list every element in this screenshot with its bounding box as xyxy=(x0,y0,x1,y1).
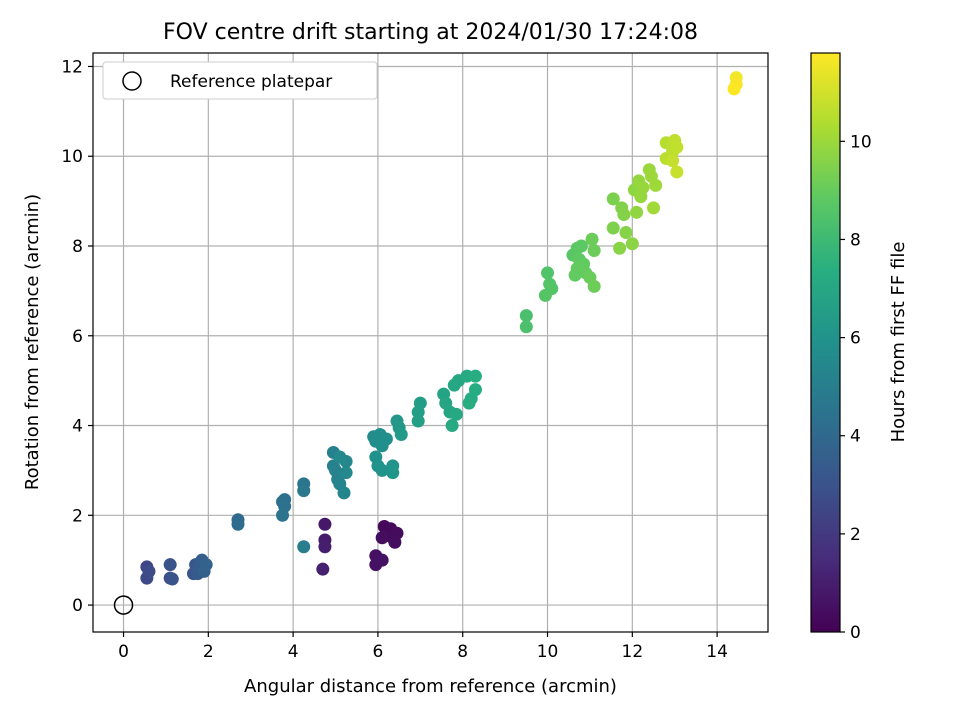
y-axis-ticks: 0 2 4 6 8 10 12 xyxy=(61,57,93,616)
data-point xyxy=(142,564,156,578)
data-point xyxy=(165,572,179,586)
data-point xyxy=(333,450,347,464)
grid xyxy=(93,53,768,632)
legend-marker-icon xyxy=(122,71,142,91)
data-points xyxy=(140,71,743,586)
x-axis-label: Angular distance from reference (arcmin) xyxy=(244,676,617,697)
data-point xyxy=(297,484,311,498)
data-point xyxy=(613,241,627,255)
data-point xyxy=(316,562,330,576)
x-tick-label: 6 xyxy=(373,642,384,662)
x-tick-label: 10 xyxy=(537,642,559,662)
data-point xyxy=(337,486,351,500)
data-point xyxy=(630,205,644,219)
data-point xyxy=(585,232,599,246)
x-tick-label: 0 xyxy=(118,642,129,662)
y-tick-label: 12 xyxy=(61,57,83,77)
colorbar: 0 2 4 6 8 10 Hours from first FF file xyxy=(810,52,909,643)
data-point xyxy=(318,540,332,554)
data-point xyxy=(519,309,533,323)
x-tick-label: 2 xyxy=(203,642,214,662)
legend-box xyxy=(102,61,378,100)
colorbar-tick-label: 2 xyxy=(850,525,861,545)
data-point xyxy=(727,82,741,96)
y-tick-label: 4 xyxy=(72,417,83,437)
data-point xyxy=(163,558,177,572)
colorbar-tick-label: 10 xyxy=(850,132,872,152)
data-point xyxy=(625,237,639,251)
plot-frame xyxy=(92,52,769,633)
colorbar-tick-label: 0 xyxy=(850,623,861,643)
data-point xyxy=(462,396,476,410)
data-point xyxy=(379,432,393,446)
y-tick-label: 2 xyxy=(72,506,83,526)
data-point xyxy=(468,383,482,397)
legend: Reference platepar xyxy=(102,61,378,100)
colorbar-tick-label: 8 xyxy=(850,230,861,250)
data-point xyxy=(375,531,389,545)
y-tick-label: 6 xyxy=(72,327,83,347)
data-point xyxy=(388,535,402,549)
colorbar-label: Hours from first FF file xyxy=(888,242,909,443)
data-point xyxy=(634,190,648,204)
y-axis-label: Rotation from reference (arcmin) xyxy=(22,194,43,490)
data-point xyxy=(670,165,684,179)
data-point xyxy=(606,221,620,235)
data-point xyxy=(369,558,383,572)
data-point xyxy=(318,517,332,531)
data-point xyxy=(670,140,684,154)
reference-point-marker xyxy=(113,595,134,615)
data-point xyxy=(647,201,661,215)
data-point xyxy=(386,466,400,480)
data-point xyxy=(445,419,459,433)
y-tick-label: 10 xyxy=(61,147,83,167)
colorbar-tick-label: 4 xyxy=(850,427,861,447)
legend-entry-label: Reference platepar xyxy=(170,72,332,92)
chart-title: FOV centre drift starting at 2024/01/30 … xyxy=(163,20,698,45)
x-tick-label: 14 xyxy=(706,642,728,662)
data-point xyxy=(574,239,588,253)
data-point xyxy=(587,243,601,257)
x-tick-label: 8 xyxy=(457,642,468,662)
data-point xyxy=(231,517,245,531)
colorbar-frame xyxy=(810,52,841,633)
data-point xyxy=(649,178,663,192)
data-point xyxy=(619,226,633,240)
x-tick-label: 4 xyxy=(288,642,299,662)
x-axis-ticks: 0 2 4 6 8 10 12 14 xyxy=(118,632,728,662)
colorbar-ticks: 0 2 4 6 8 10 xyxy=(840,132,872,643)
data-point xyxy=(606,192,620,206)
colorbar-tick-label: 6 xyxy=(850,329,861,349)
data-point xyxy=(297,540,311,554)
colorbar-gradient xyxy=(811,53,840,632)
data-point xyxy=(449,407,463,421)
y-tick-label: 8 xyxy=(72,237,83,257)
data-point xyxy=(541,266,555,280)
data-point xyxy=(617,208,631,222)
x-tick-label: 12 xyxy=(622,642,644,662)
data-point xyxy=(394,428,408,442)
data-point xyxy=(411,405,425,419)
data-point xyxy=(587,279,601,293)
data-point xyxy=(199,558,213,572)
data-point xyxy=(568,268,582,282)
data-point xyxy=(339,466,353,480)
data-point xyxy=(519,320,533,334)
data-point xyxy=(666,154,680,168)
data-point xyxy=(411,414,425,428)
data-point xyxy=(468,369,482,383)
data-point xyxy=(276,508,290,522)
y-tick-label: 0 xyxy=(72,596,83,616)
data-point xyxy=(375,463,389,477)
plot-area xyxy=(93,53,768,632)
data-point xyxy=(538,288,552,302)
